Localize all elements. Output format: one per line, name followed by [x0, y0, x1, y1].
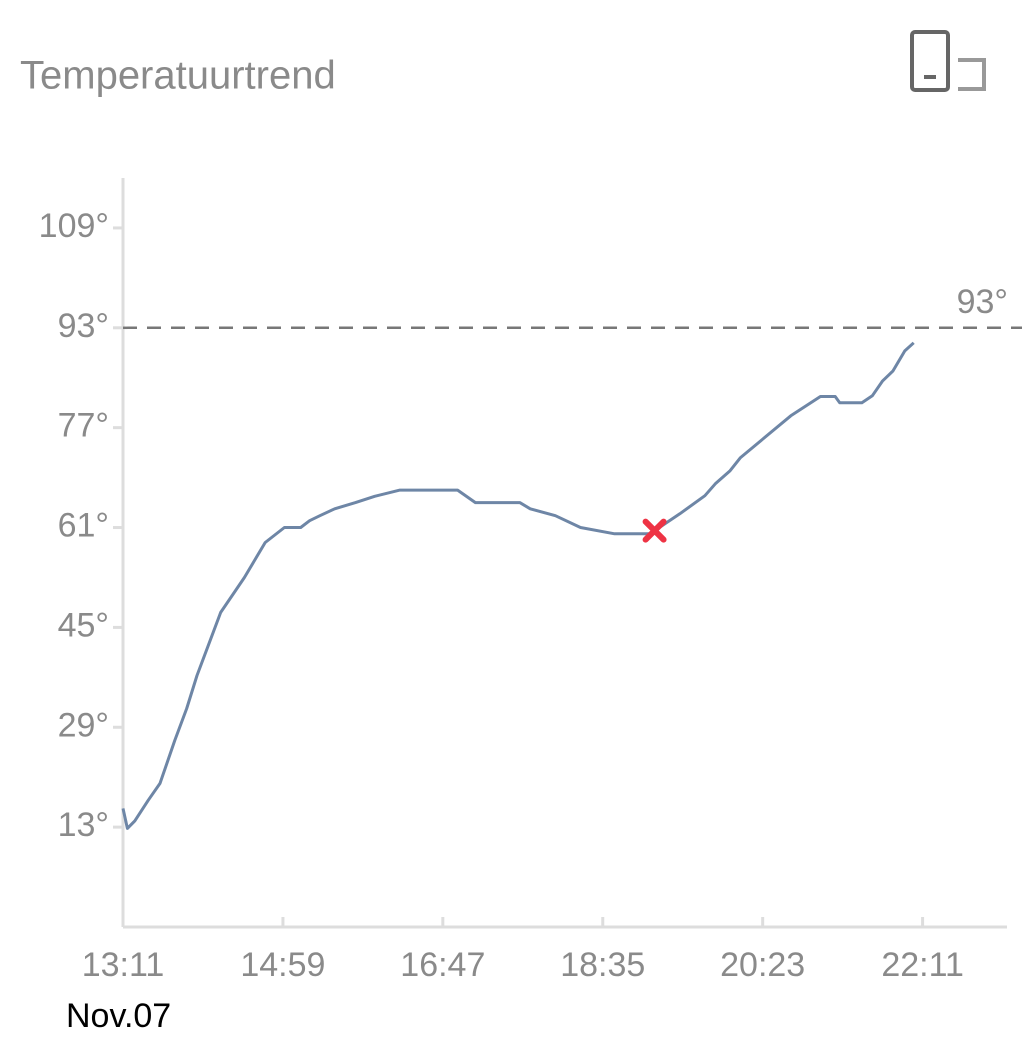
y-tick-label: 45°: [58, 606, 109, 644]
y-tick-label: 61°: [58, 507, 109, 545]
x-tick-label: 18:35: [560, 946, 645, 984]
y-tick-label: 13°: [58, 806, 109, 844]
x-tick-label: 13:11: [82, 946, 165, 984]
x-tick-label: 14:59: [240, 946, 325, 984]
x-tick-label: 16:47: [400, 946, 485, 984]
y-tick-label: 109°: [39, 207, 109, 245]
y-tick-label: 93°: [58, 307, 109, 345]
y-tick-label: 77°: [58, 407, 109, 445]
x-tick-label: 20:23: [720, 946, 805, 984]
reference-label: 93°: [957, 283, 1008, 321]
temperature-line: [121, 341, 915, 830]
marker: [642, 518, 667, 543]
chart-title: Temperatuurtrend: [20, 54, 336, 98]
date-label: Nov.07: [66, 997, 171, 1035]
device-icon: [910, 30, 986, 92]
y-tick-label: 29°: [58, 706, 109, 744]
x-tick-label: 22:11: [881, 946, 964, 984]
